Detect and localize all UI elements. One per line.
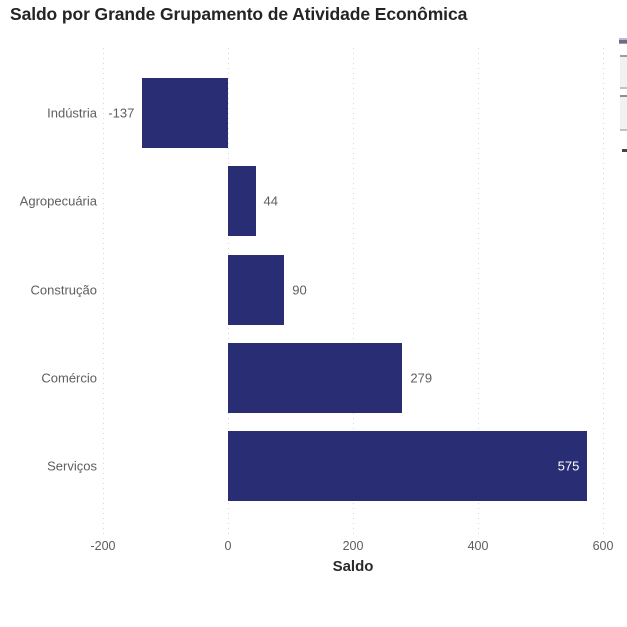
value-label: 575 — [557, 458, 580, 474]
x-tick-label: 400 — [467, 539, 489, 553]
gridline — [353, 48, 354, 535]
value-label: 44 — [263, 193, 278, 209]
bar[interactable] — [228, 166, 256, 237]
clipped-ui-fragment-icon — [619, 38, 627, 44]
bar[interactable] — [228, 431, 588, 502]
clipped-ui-fragment-dash — [622, 149, 627, 152]
category-label: Serviços — [47, 458, 97, 474]
value-label: 90 — [292, 282, 307, 298]
category-label: Agropecuária — [19, 193, 97, 209]
gridline — [478, 48, 479, 535]
value-label: -137 — [108, 105, 135, 121]
value-label: 279 — [410, 370, 433, 386]
bar[interactable] — [228, 254, 285, 325]
x-tick-label: -200 — [90, 539, 116, 553]
category-label: Construção — [30, 282, 97, 298]
clipped-scrollbar-fragment — [620, 95, 627, 131]
chart-title: Saldo por Grande Grupamento de Atividade… — [10, 4, 468, 24]
bar[interactable] — [142, 78, 228, 148]
gridline — [103, 48, 104, 535]
bar[interactable] — [228, 342, 403, 413]
x-axis-title: Saldo — [332, 558, 374, 575]
category-label: Indústria — [47, 105, 97, 121]
x-tick-label: 200 — [342, 539, 364, 553]
x-tick-label: 0 — [224, 539, 232, 553]
clipped-scrollbar-fragment — [620, 55, 627, 89]
x-tick-label: 600 — [592, 539, 614, 553]
gridline — [603, 48, 604, 535]
category-label: Comércio — [41, 370, 97, 386]
